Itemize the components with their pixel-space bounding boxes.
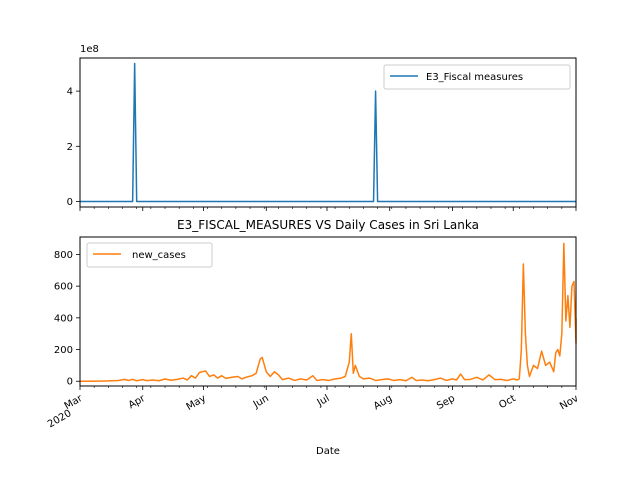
top-subplot: 0 2 4 1e8 E3_Fiscal measures bbox=[67, 44, 577, 211]
bottom-ytick-label: 600 bbox=[54, 282, 73, 293]
top-ytick-label: 2 bbox=[67, 142, 73, 153]
bottom-legend-box bbox=[86, 242, 213, 268]
top-legend-box bbox=[383, 64, 571, 90]
bottom-ytick-label: 800 bbox=[54, 250, 73, 261]
top-offset-text: 1e8 bbox=[80, 44, 99, 55]
top-legend: E3_Fiscal measures bbox=[383, 64, 571, 90]
bottom-axes-frame bbox=[79, 236, 577, 387]
x-axis-title: Date bbox=[316, 446, 340, 457]
top-legend-label: E3_Fiscal measures bbox=[426, 72, 523, 83]
chart-title: E3_FISCAL_MEASURES VS Daily Cases in Sri… bbox=[177, 218, 479, 232]
bottom-legend-label: new_cases bbox=[132, 250, 186, 261]
top-series-line bbox=[80, 62, 576, 203]
bottom-ytick-label: 200 bbox=[54, 345, 73, 356]
bottom-ytick-label: 0 bbox=[67, 377, 73, 388]
top-ticks: 0 2 4 bbox=[67, 87, 577, 211]
bottom-legend: new_cases bbox=[86, 242, 213, 268]
bottom-series-line bbox=[79, 242, 577, 382]
bottom-lines bbox=[79, 242, 577, 382]
top-ytick-label: 4 bbox=[67, 87, 73, 98]
top-ytick-label: 0 bbox=[67, 197, 73, 208]
bottom-ytick-label: 400 bbox=[54, 313, 73, 324]
top-lines bbox=[80, 62, 576, 203]
top-axes-frame bbox=[79, 57, 577, 208]
